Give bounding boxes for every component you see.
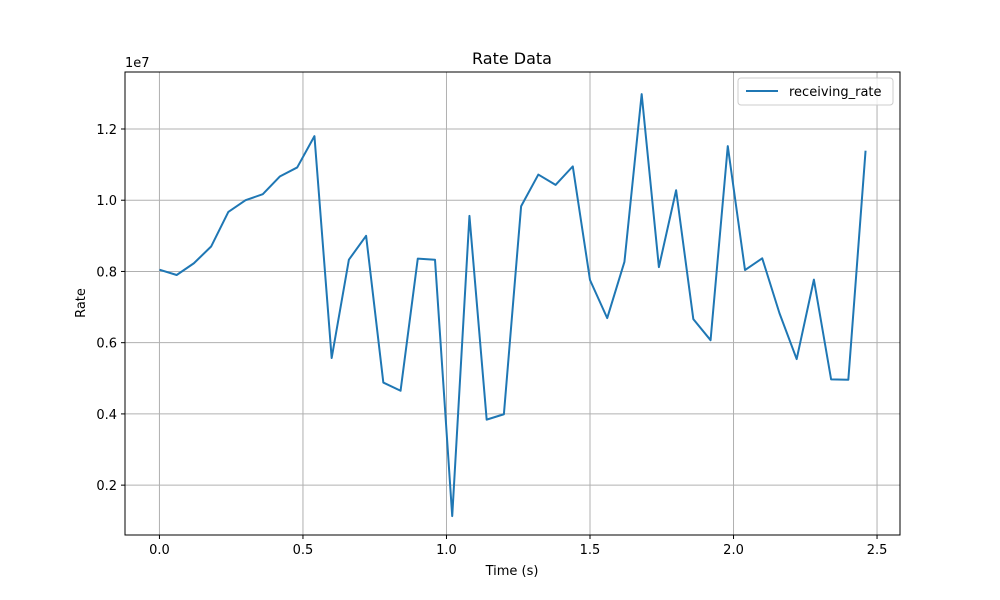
- y-tick-label: 1.2: [96, 123, 117, 138]
- series-lines: [159, 93, 867, 518]
- legend-box: [737, 77, 894, 106]
- y-tick-label: 0.8: [96, 265, 117, 280]
- legend: receiving_rate: [737, 77, 894, 106]
- x-axis-label: Time (s): [485, 564, 539, 579]
- y-tick-label: 0.4: [96, 408, 117, 423]
- chart-title: Rate Data: [472, 49, 552, 68]
- x-tick-label: 1.5: [580, 543, 601, 558]
- x-tick-label: 2.0: [723, 543, 744, 558]
- legend-label-receiving-rate: receiving_rate: [789, 85, 882, 100]
- y-tick-label: 1.0: [96, 194, 117, 209]
- plot-area-frame: [124, 71, 901, 536]
- x-tick-label: 2.5: [867, 543, 888, 558]
- grid-lines: [125, 72, 900, 535]
- y-axis-label: Rate: [74, 288, 89, 318]
- series-line-receiving-rate: [159, 93, 867, 518]
- axis-ticks: 0.0 0.5 1.0 1.5 2.0 2.5 0.2 0.4 0.6 0.8 1.0 1.2: [96, 123, 887, 558]
- y-tick-label: 0.6: [96, 337, 117, 352]
- x-tick-label: 1.0: [436, 543, 457, 558]
- y-axis-offset-label: 1e7: [125, 56, 150, 71]
- y-tick-label: 0.2: [96, 479, 117, 494]
- x-tick-label: 0.0: [149, 543, 170, 558]
- x-tick-label: 0.5: [293, 543, 314, 558]
